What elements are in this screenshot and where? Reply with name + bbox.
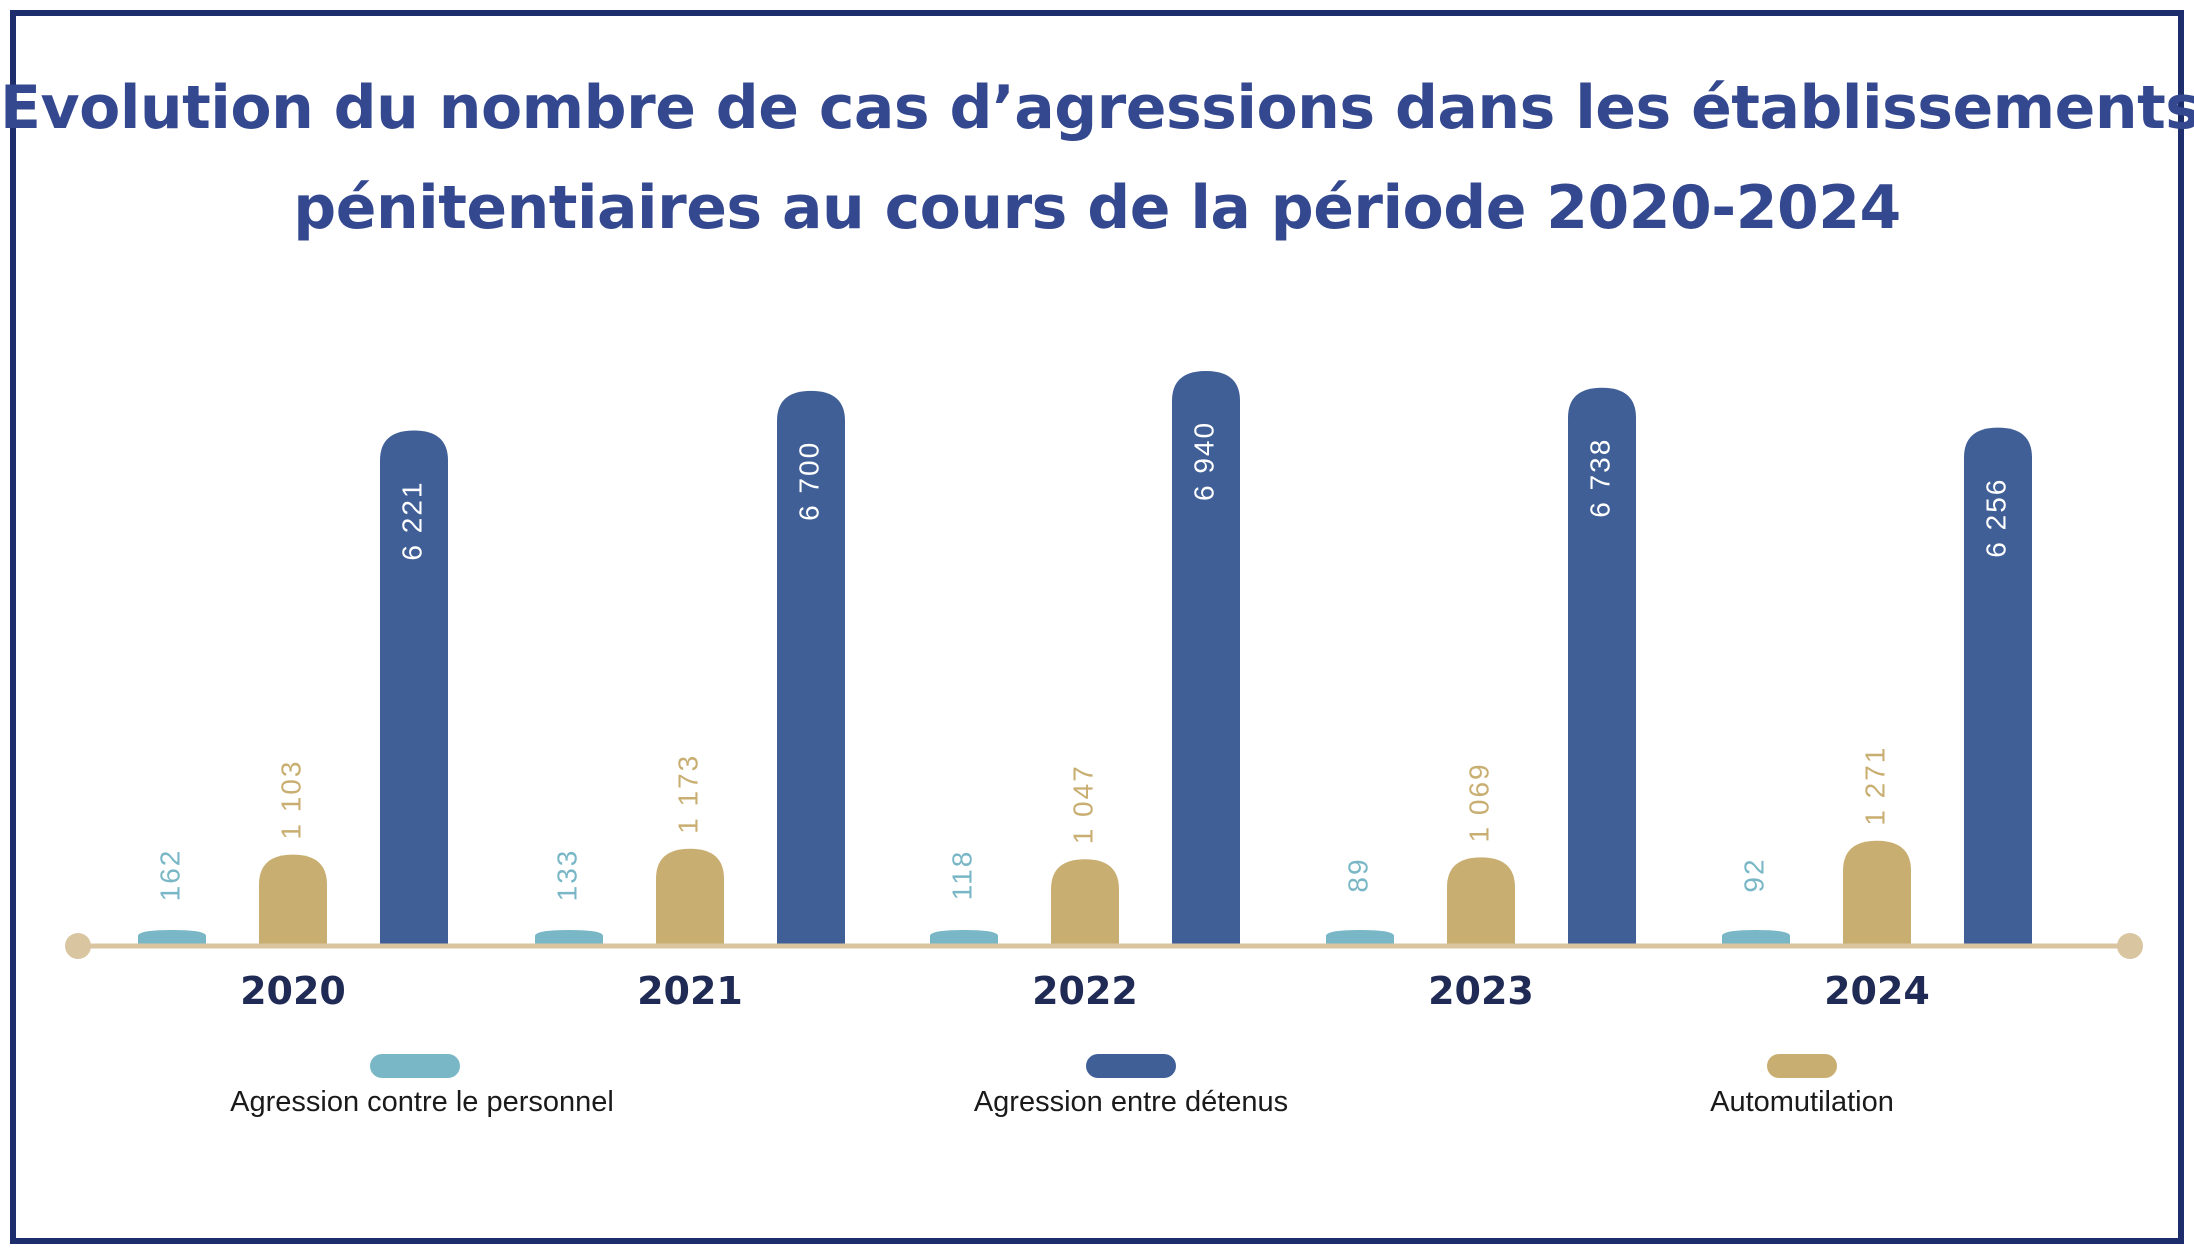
legend-label-automutilation: Automutilation: [1710, 1086, 1894, 1118]
chart-title-line-2: pénitentiaires au cours de la période 20…: [293, 173, 1901, 243]
year-label-2021: 2021: [637, 969, 743, 1013]
axis-end-dot-left: [65, 933, 91, 959]
bar-label-automutilation-2023: 1 069: [1463, 762, 1494, 842]
bar-automutilation-2023: [1447, 857, 1515, 946]
bar-label-personnel-2023: 89: [1342, 857, 1373, 892]
bar-label-personnel-2022: 118: [946, 850, 977, 901]
bar-automutilation-2024: [1843, 840, 1911, 946]
year-label-2023: 2023: [1428, 969, 1534, 1013]
bar-label-detenus-2024: 6 256: [1980, 478, 2011, 558]
bar-personnel-2022: [930, 930, 998, 946]
legend-label-personnel: Agression contre le personnel: [230, 1086, 614, 1118]
bar-label-automutilation-2024: 1 271: [1859, 746, 1890, 826]
bar-label-automutilation-2021: 1 173: [672, 754, 703, 834]
bar-label-detenus-2022: 6 940: [1188, 421, 1219, 501]
bar-label-automutilation-2022: 1 047: [1067, 764, 1098, 844]
year-labels: 2020 2021 2022 2023 2024: [240, 969, 1930, 1013]
bar-personnel-2023: [1326, 930, 1394, 946]
bar-label-detenus-2020: 6 221: [396, 481, 427, 561]
bar-personnel-2024: [1722, 930, 1790, 946]
chart-frame: [10, 10, 2184, 1244]
bar-automutilation-2020: [259, 854, 327, 946]
bar-label-automutilation-2020: 1 103: [275, 760, 306, 840]
bar-label-personnel-2024: 92: [1738, 857, 1769, 892]
bar-label-detenus-2023: 6 738: [1584, 438, 1615, 518]
bar-detenus-2021: [777, 390, 845, 946]
year-label-2020: 2020: [240, 969, 346, 1013]
axis-end-dot-right: [2117, 933, 2143, 959]
legend-swatch-automutilation: [1767, 1054, 1837, 1078]
bar-automutilation-2022: [1051, 859, 1119, 946]
bar-detenus-2022: [1172, 370, 1240, 946]
year-label-2024: 2024: [1824, 969, 1930, 1013]
bar-detenus-2023: [1568, 387, 1636, 946]
chart-title: Evolution du nombre de cas d’agressions …: [0, 58, 2194, 258]
legend-swatch-detenus: [1086, 1054, 1176, 1078]
bar-personnel-2021: [535, 930, 603, 946]
bar-detenus-2020: [380, 430, 448, 946]
legend-swatch-personnel: [370, 1054, 460, 1078]
bar-personnel-2020: [138, 930, 206, 946]
bar-automutilation-2021: [656, 848, 724, 946]
chart-title-line-1: Evolution du nombre de cas d’agressions …: [0, 73, 2194, 143]
bar-detenus-2024: [1964, 427, 2032, 946]
x-axis: [65, 933, 2143, 959]
bar-label-personnel-2020: 162: [154, 849, 185, 902]
legend-label-detenus: Agression entre détenus: [974, 1086, 1288, 1118]
bars-group: 162 1 103 6 221 133 1 173 6 700 118 1 047 6 940 8…: [138, 370, 2032, 946]
bar-label-personnel-2021: 133: [551, 849, 582, 902]
year-label-2022: 2022: [1032, 969, 1138, 1013]
legend: Agression contre le personnel Agression e…: [230, 1054, 1894, 1118]
bar-label-detenus-2021: 6 700: [793, 441, 824, 521]
